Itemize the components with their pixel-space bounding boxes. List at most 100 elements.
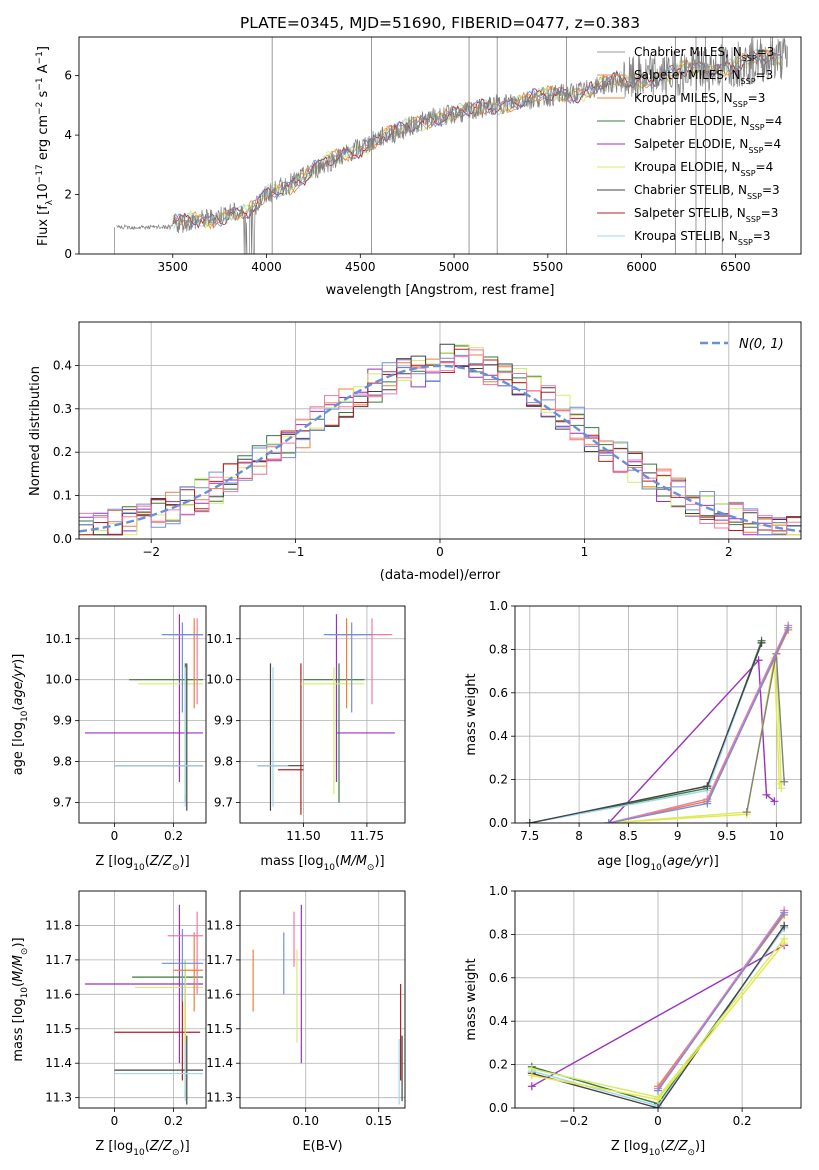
panel-residuals: −2 −1 0 1 2 0.0 0.1 0.2 0.3 0.4 N(0, 1) (data-model… [28,321,802,583]
tick-label-y: 10.1 [206,632,233,646]
tick-label-x: 9.5 [717,829,736,843]
tick-label-y: 11.3 [206,1091,233,1105]
tick-label-x: 0 [111,1114,119,1128]
tick-label-y: 11.4 [206,1056,233,1070]
legend-spectrum: Chabrier MILES, NSSP=3 Salpeter MILES, NS… [597,45,782,247]
tick-label-y: 0.8 [489,927,508,941]
tick-label-x: 0.15 [365,1114,392,1128]
panel-spectrum: 3500 4000 4500 5000 5500 6000 6500 0 2 4 6 Chabrier… [35,36,802,298]
panel-z_mass: 0 0.2 11.3 11.4 11.5 11.6 11.7 11.8 Z [log10(Z/Z… [11,890,207,1158]
y-axis-label: mass [log10(M/M⊙)] [11,937,30,1061]
tick-label-y: 0.4 [489,729,508,743]
tick-label-x: 2 [725,545,733,559]
weight-marker [654,1104,662,1108]
tick-label-x: 5000 [439,260,470,274]
weight-marker [527,1071,536,1080]
x-axis-label: age [log10(age/yr)] [597,854,719,873]
tick-label-y: 0.4 [489,1014,508,1028]
tick-label-y: 11.7 [45,953,72,967]
tick-label-y: 0.0 [489,816,508,830]
tick-label-x: 4500 [345,260,376,274]
tick-label-x: 0.2 [164,829,183,843]
x-axis-label: Z [log10(Z/Z⊙)] [611,1139,705,1158]
weight-marker [777,784,786,793]
tick-label-y: 0.2 [489,1058,508,1072]
legend-label: Salpeter STELIB, NSSP=3 [634,206,778,224]
y-axis-label: Normed distribution [28,366,43,496]
tick-label-x: 8 [575,829,583,843]
panel-ebv_mass: 0.10 0.15 11.3 11.4 11.5 11.6 11.7 11.8 E(B-V) [206,890,406,1154]
weight-marker [525,819,534,823]
tick-label-x: −2 [142,545,160,559]
legend-residuals: N(0, 1) [700,337,784,352]
tick-label-y: 0.8 [489,642,508,656]
plot-area-z_age [79,606,206,823]
axes-frame [78,890,207,1109]
plot-area-spectrum [114,37,789,254]
legend-label: Kroupa MILES, NSSP=3 [634,91,765,109]
normal-curve [79,364,801,533]
plot-area-ebv_mass [240,891,405,1108]
tick-label-x: 0.10 [292,1114,319,1128]
tick-label-y: 0.2 [53,445,72,459]
tick-label-x: 6000 [626,260,657,274]
weight-line-kroupa_elodie [608,653,782,823]
data-spectrum [116,37,789,254]
tick-label-y: 0.0 [489,1101,508,1115]
tick-label-y: 11.8 [45,918,72,932]
histogram-pink [79,349,801,535]
tick-label-y: 0.0 [53,532,72,546]
plot-area-z_mass [79,891,206,1108]
panel-mass_age: 11.50 11.75 9.7 9.8 9.9 10.0 10.1 mass [log10(M… [206,605,406,873]
weight-marker [780,777,789,786]
weight-line-chabrier_stelib [531,925,785,1108]
weight-marker [784,623,793,632]
tick-label-x: 0 [111,829,119,843]
histogram-blue [79,354,801,536]
weight-marker [775,779,784,788]
tick-label-x: 7.5 [520,829,539,843]
tick-label-y: 0.6 [489,971,508,985]
weight-marker [780,939,789,948]
grid-mass_age [240,606,405,823]
tick-label-y: 0.6 [489,686,508,700]
tick-label-x: 1 [581,545,589,559]
tick-label-y: 0 [64,247,72,261]
y-axis-label: age [log10(age/yr)] [11,654,30,776]
tick-label-y: 4 [64,128,72,142]
tick-label-y: 9.7 [214,796,233,810]
axes-frame [239,890,406,1109]
weight-marker [527,1082,536,1091]
weight-marker [757,638,766,647]
tick-label-y: 9.8 [53,755,72,769]
tick-label-y: 11.6 [45,987,72,1001]
axes-frame [78,36,802,255]
tick-label-x: 0.2 [733,1114,752,1128]
weight-marker [654,1086,662,1095]
x-axis-label: E(B-V) [302,1139,342,1154]
tick-label-y: 0.3 [53,402,72,416]
x-axis-label: wavelength [Angstrom, rest frame] [326,283,555,298]
panel-z_age: 0 0.2 9.7 9.8 9.9 10.0 10.1 Z [log10(Z/Z⊙)] age … [11,605,207,873]
tick-label-y: 2 [64,188,72,202]
axes-frame [78,321,802,540]
weight-marker [780,921,789,930]
tick-label-y: 11.8 [206,918,233,932]
tick-label-x: 0 [654,1114,662,1128]
y-axis-label: mass weight [464,958,479,1040]
legend-label: Kroupa STELIB, NSSP=3 [634,229,771,247]
x-axis-label: mass [log10(M/M⊙)] [260,854,384,873]
axes-frame [514,605,802,824]
weight-marker [703,782,712,791]
axes-frame [78,605,207,824]
axes-frame [514,890,802,1109]
tick-label-y: 11.5 [206,1022,233,1036]
tick-label-y: 0.1 [53,489,72,503]
weight-marker [604,819,613,823]
panel-age_weight: 7.5 8 8.5 9 9.5 10 0.0 0.2 0.4 0.6 0.8 1.0 age [log1… [464,599,802,873]
tick-label-x: 11.50 [286,829,320,843]
tick-label-x: 9 [674,829,682,843]
tick-label-y: 9.9 [214,714,233,728]
y-axis-label: mass weight [464,673,479,755]
